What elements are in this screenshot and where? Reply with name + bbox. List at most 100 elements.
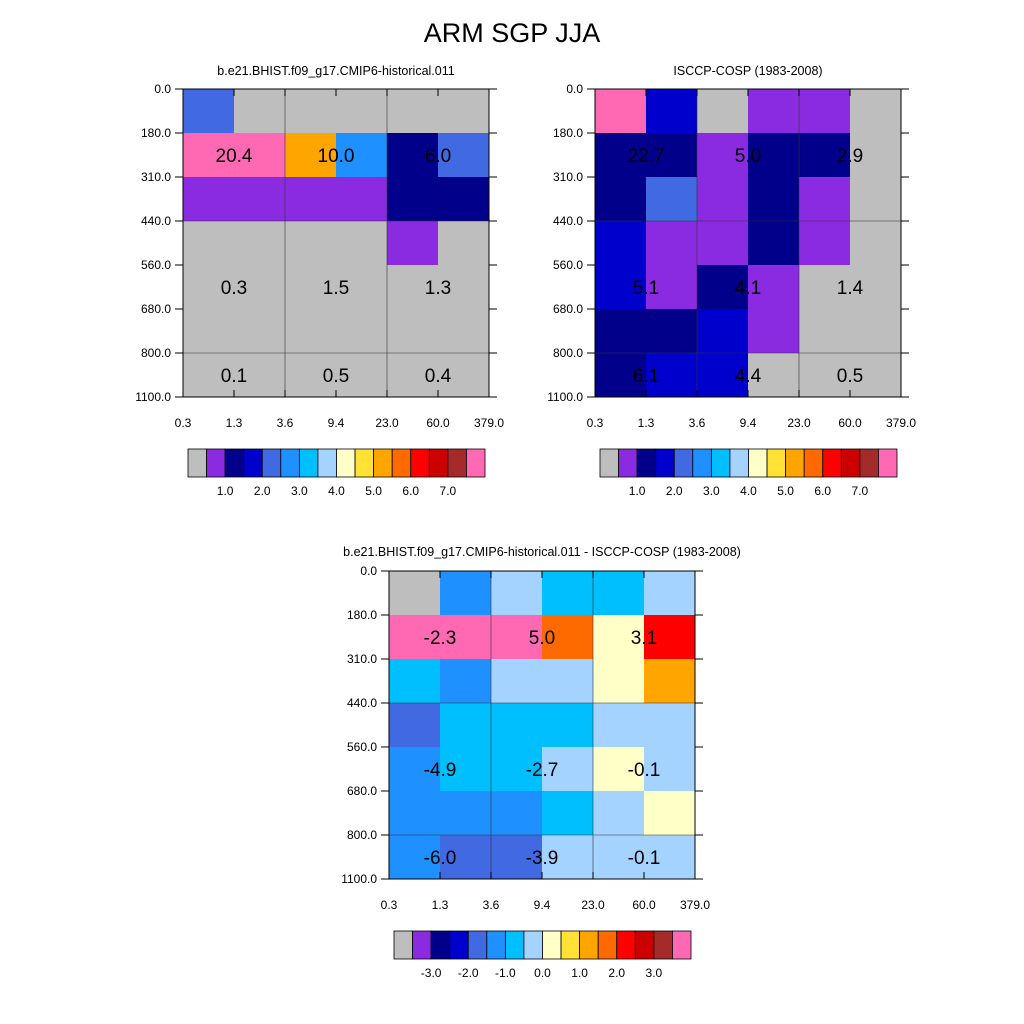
data-label: 22.7: [628, 146, 665, 167]
colorbar-swatch: [393, 930, 413, 960]
heatmap-cell: [183, 89, 235, 134]
heatmap-cell: [440, 659, 492, 704]
colorbar-label: 4.0: [740, 484, 757, 498]
colorbar-label: 5.0: [365, 484, 382, 498]
heatmap-cell: [183, 221, 235, 266]
colorbar-swatch: [298, 448, 319, 478]
heatmap-cell: [748, 309, 800, 354]
heatmap-cell: [440, 791, 492, 836]
colorbar-swatch: [878, 448, 898, 478]
x-tick-label: 1.3: [432, 898, 449, 912]
x-tick-label: 379.0: [474, 416, 504, 430]
colorbar-swatch: [449, 930, 469, 960]
colorbar-swatch: [673, 448, 694, 478]
colorbar-label: 0.0: [534, 966, 551, 980]
heatmap-cell: [646, 221, 698, 266]
heatmap-cell: [389, 747, 441, 792]
data-label: -2.3: [424, 628, 457, 649]
colorbar-swatch: [748, 448, 768, 478]
heatmap-cell: [234, 177, 286, 222]
data-label: 0.3: [221, 278, 247, 299]
colorbar-swatch: [599, 448, 619, 478]
data-label: 0.4: [425, 366, 452, 387]
heatmap-cell: [234, 89, 286, 134]
colorbar-swatch: [373, 448, 393, 478]
data-label: 5.0: [735, 146, 761, 167]
heatmap-cell: [336, 309, 388, 354]
heatmap-cell: [542, 571, 594, 616]
data-label: 10.0: [318, 146, 355, 167]
colorbar-swatch: [785, 448, 805, 478]
colorbar-label: 1.0: [571, 966, 588, 980]
heatmap-cell: [285, 353, 337, 398]
x-tick-label: 0.3: [175, 416, 192, 430]
x-tick-label: 379.0: [886, 416, 916, 430]
y-tick-label: 1100.0: [135, 390, 171, 404]
heatmap-cell: [438, 309, 490, 354]
heatmap-cell: [542, 703, 594, 748]
x-tick-label: 9.4: [328, 416, 345, 430]
colorbar-swatch: [560, 930, 581, 960]
x-tick-label: 0.3: [587, 416, 604, 430]
panel-3: b.e21.BHIST.f09_g17.CMIP6-historical.011…: [341, 545, 741, 980]
colorbar-label: 3.0: [646, 966, 663, 980]
colorbar-label: -2.0: [458, 966, 479, 980]
heatmap-cell: [799, 221, 851, 266]
data-label: -0.1: [628, 760, 661, 781]
heatmap-cell: [285, 177, 337, 222]
heatmap-cell: [644, 747, 696, 792]
x-tick-label: 9.4: [740, 416, 757, 430]
heatmap-cell: [387, 89, 439, 134]
heatmap-cell: [336, 221, 388, 266]
x-tick-label: 23.0: [375, 416, 399, 430]
heatmap-cell: [595, 133, 647, 178]
heatmap-cell: [646, 265, 698, 310]
colorbar-swatch: [672, 930, 692, 960]
colorbar-swatch: [692, 448, 712, 478]
heatmap-cell: [644, 571, 696, 616]
heatmap-cell: [595, 353, 647, 398]
colorbar-swatch: [616, 930, 636, 960]
x-tick-label: 1.3: [226, 416, 243, 430]
colorbar-swatch: [412, 930, 432, 960]
data-label: -2.7: [526, 760, 559, 781]
heatmap-cell: [593, 835, 645, 880]
heatmap-cell: [646, 309, 698, 354]
heatmap-cell: [285, 133, 337, 178]
colorbar-swatch: [336, 448, 356, 478]
heatmap-cell: [697, 353, 749, 398]
data-label: 5.0: [529, 628, 555, 649]
heatmap-cell: [697, 177, 749, 222]
heatmap-cell: [389, 835, 441, 880]
data-label: 1.5: [323, 278, 349, 299]
heatmap-cell: [799, 265, 851, 310]
heatmap-cell: [491, 791, 543, 836]
heatmap-cell: [234, 221, 286, 266]
data-label: 6.0: [425, 146, 451, 167]
heatmap-cell: [389, 571, 441, 616]
colorbar-swatch: [391, 448, 412, 478]
data-label: 2.9: [837, 146, 863, 167]
x-tick-label: 0.3: [381, 898, 398, 912]
colorbar-swatch: [803, 448, 824, 478]
data-label: 5.1: [633, 278, 659, 299]
heatmap-cell: [697, 309, 749, 354]
heatmap-cell: [387, 133, 439, 178]
heatmap-cell: [387, 221, 439, 266]
colorbar-label: 2.0: [254, 484, 271, 498]
panel-title: ISCCP-COSP (1983-2008): [673, 64, 822, 78]
heatmap-cell: [850, 353, 902, 398]
heatmap-cell: [234, 133, 286, 178]
heatmap-cell: [799, 177, 851, 222]
colorbar-swatch: [243, 448, 263, 478]
data-label: 3.1: [631, 628, 657, 649]
y-tick-label: 180.0: [141, 126, 171, 140]
heatmap-cell: [593, 703, 645, 748]
heatmap-cell: [644, 835, 696, 880]
heatmap-cell: [697, 133, 749, 178]
x-tick-label: 3.6: [483, 898, 500, 912]
heatmap-cell: [438, 265, 490, 310]
colorbar-label: 1.0: [629, 484, 646, 498]
heatmap-cell: [387, 353, 439, 398]
colorbar-swatch: [280, 448, 300, 478]
